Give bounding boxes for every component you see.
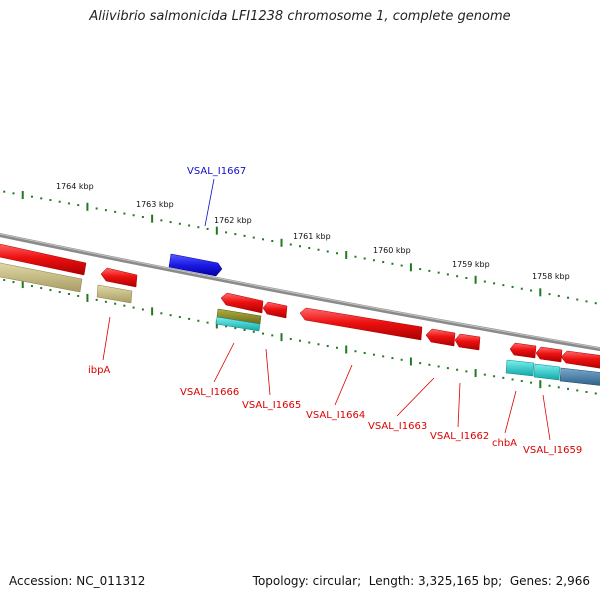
leader-vsal-i1665 [265,348,271,396]
accession-value: NC_011312 [76,574,146,588]
scale-label: 1764 kbp [56,182,94,191]
inner-scale-ruler [3,279,597,395]
gene-vsal-i1659[interactable] [535,346,563,363]
leader-vsal-i1667 [204,178,215,227]
separator: ; [498,574,507,588]
leader-ibpA [102,316,111,361]
leader-vsal-i1663 [396,377,435,417]
gene-label-vsal-i1659[interactable]: VSAL_I1659 [523,445,582,456]
gene-label-ibpA[interactable]: ibpA [88,365,110,376]
topology-value: circular [312,574,358,588]
scale-label: 1758 kbp [532,272,570,281]
topology-label: Topology: [252,574,309,588]
genes-label: Genes: [509,574,552,588]
leader-vsal-i1664 [334,364,353,406]
genome-summary: Topology: circular; Length: 3,325,165 bp… [253,574,590,588]
cog-bar-cyan [215,316,261,332]
scale-label: 1762 kbp [214,216,252,225]
scale-label: 1763 kbp [136,200,174,209]
outer-scale-ruler [3,190,597,305]
leader-vsal-i1666 [213,342,235,383]
separator: ; [357,574,365,588]
gene-chbA[interactable] [509,342,537,359]
length-label: Length: [368,574,415,588]
scale-label: 1760 kbp [373,246,411,255]
chromosome-backbone [0,233,600,352]
map-title: Aliivibrio salmonicida LFI1238 chromosom… [89,9,511,24]
accession-info: Accession: NC_011312 [9,574,145,588]
cog-bar-cyan [505,359,535,377]
gene-segment-right[interactable] [560,350,600,369]
cog-bars [0,262,600,386]
length-value: 3,325,165 bp [418,574,499,588]
gene-vsal-i1662[interactable] [454,333,481,351]
gene-label-vsal-i1664[interactable]: VSAL_I1664 [306,410,365,421]
gene-label-vsal-i1662[interactable]: VSAL_I1662 [430,431,489,442]
gene-vsal-i1667[interactable] [168,253,223,277]
cog-bar-khaki [0,262,83,293]
cog-bar-cyan [533,363,561,381]
gene-vsal-i1664[interactable] [299,307,423,341]
scale-labels: 1764 kbp 1763 kbp 1762 kbp 1761 kbp 1760… [56,182,570,281]
gene-segment-left[interactable] [0,243,87,276]
gene-vsal-i1663[interactable] [425,328,456,347]
gene-ibpA[interactable] [100,267,138,288]
accession-label: Accession: [9,574,73,588]
leader-vsal-i1662 [457,382,461,428]
gene-labels: VSAL_I1667 ibpA VSAL_I1666 VSAL_I1665 VS… [88,166,582,456]
gene-vsal-i1666[interactable] [220,292,264,314]
cog-bar-khaki [96,284,133,304]
reverse-genes [0,243,600,369]
cog-bar-steel [559,367,600,386]
gene-vsal-i1665[interactable] [262,301,288,319]
leader-chbA [504,390,517,434]
chromosome-backbone-highlight [0,233,600,349]
scale-label: 1761 kbp [293,232,331,241]
gene-label-vsal-i1666[interactable]: VSAL_I1666 [180,387,239,398]
scale-label: 1759 kbp [452,260,490,269]
genes-value: 2,966 [555,574,590,588]
leader-vsal-i1659 [542,394,551,441]
gene-label-vsal-i1667[interactable]: VSAL_I1667 [187,166,246,177]
gene-label-vsal-i1663[interactable]: VSAL_I1663 [368,421,427,432]
gene-label-chbA[interactable]: chbA [492,438,517,449]
gene-label-vsal-i1665[interactable]: VSAL_I1665 [242,400,301,411]
label-leaders [102,178,551,441]
